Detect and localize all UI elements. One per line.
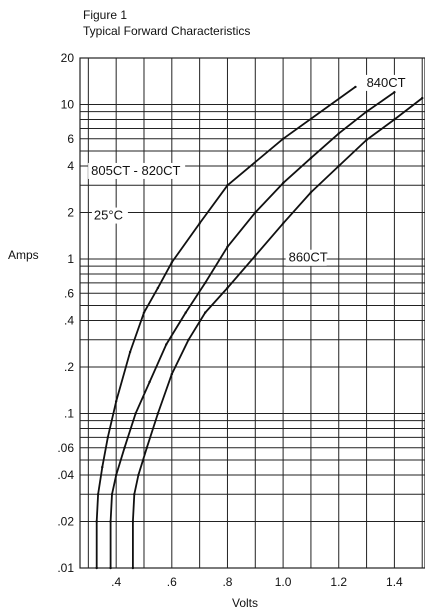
series-point [114, 473, 118, 477]
series-point [281, 222, 285, 225]
x-axis-title: Volts [232, 596, 259, 610]
y-tick-label: .04 [57, 468, 74, 482]
series-point [226, 245, 229, 248]
series-point [156, 412, 160, 415]
x-tick-label: .8 [222, 575, 232, 589]
annotation-label: 25°C [94, 208, 123, 223]
series-point [109, 566, 112, 570]
series-point [128, 350, 132, 354]
series-point [114, 400, 118, 403]
y-tick-label: 20 [61, 51, 75, 65]
series-point [95, 566, 98, 570]
series-point [309, 191, 313, 194]
series-point [134, 412, 137, 415]
series-point [198, 222, 201, 225]
series-point [109, 520, 112, 523]
series-point [133, 493, 136, 496]
series-point [95, 520, 98, 523]
series-point [96, 493, 100, 496]
series-point [148, 380, 151, 384]
series-point [123, 446, 126, 449]
y-tick-label: .01 [57, 561, 74, 575]
y-tick-label: 6 [67, 132, 74, 146]
series-point [365, 110, 368, 113]
series-label-bg [88, 162, 186, 179]
series-point [254, 254, 257, 257]
series-point [281, 137, 285, 140]
series-point [131, 520, 135, 523]
series-point [131, 566, 135, 570]
series-point [421, 96, 424, 100]
y-tick-label: .1 [64, 407, 74, 421]
series-point [110, 493, 114, 496]
series-point [106, 436, 110, 439]
y-tick-label: .06 [57, 441, 74, 455]
series-label-bg [363, 74, 405, 91]
x-tick-label: 1.2 [330, 575, 347, 589]
y-tick-label: 4 [67, 159, 74, 173]
series-point [145, 446, 148, 449]
x-tick-label: 1.4 [386, 575, 403, 589]
chart-title: Typical Forward Characteristics [83, 24, 251, 38]
series-label: 860CT [289, 250, 328, 265]
y-tick-label: .4 [64, 313, 74, 327]
y-tick-label: .6 [64, 286, 74, 300]
y-tick-label: 10 [61, 98, 75, 112]
y-tick-label: 2 [67, 205, 74, 219]
annotation-bg [91, 207, 128, 224]
series-label: 840CT [367, 75, 406, 90]
series-point [393, 118, 396, 121]
series-label-bg [285, 249, 327, 266]
series-point [337, 164, 340, 168]
series-point [204, 281, 207, 285]
series-line [95, 86, 357, 569]
series-point [204, 311, 207, 314]
x-tick-label: .4 [111, 575, 121, 589]
y-tick-label: 1 [67, 252, 74, 266]
y-axis-title: Amps [8, 248, 39, 262]
series-point [393, 91, 396, 94]
series-point [187, 338, 190, 341]
series-point [309, 156, 313, 160]
y-tick-label: .2 [64, 360, 74, 374]
series-point [156, 286, 160, 290]
series-point [281, 181, 285, 185]
figure-label: Figure 1 [83, 8, 128, 22]
series-point [170, 372, 174, 376]
series-point [226, 286, 229, 290]
series-point [337, 132, 340, 135]
series-point [354, 85, 357, 89]
series-point [137, 473, 140, 477]
series-point [226, 184, 229, 187]
x-tick-label: .6 [167, 575, 177, 589]
series-point [184, 311, 187, 314]
series-point [170, 261, 174, 264]
series-point [365, 138, 368, 142]
series-label: 805CT - 820CT [91, 163, 180, 178]
series-point [165, 343, 168, 346]
series-point [254, 211, 257, 214]
y-tick-label: .02 [57, 514, 74, 528]
series-point [101, 465, 104, 469]
x-tick-label: 1.0 [275, 575, 292, 589]
series-point [142, 311, 146, 314]
